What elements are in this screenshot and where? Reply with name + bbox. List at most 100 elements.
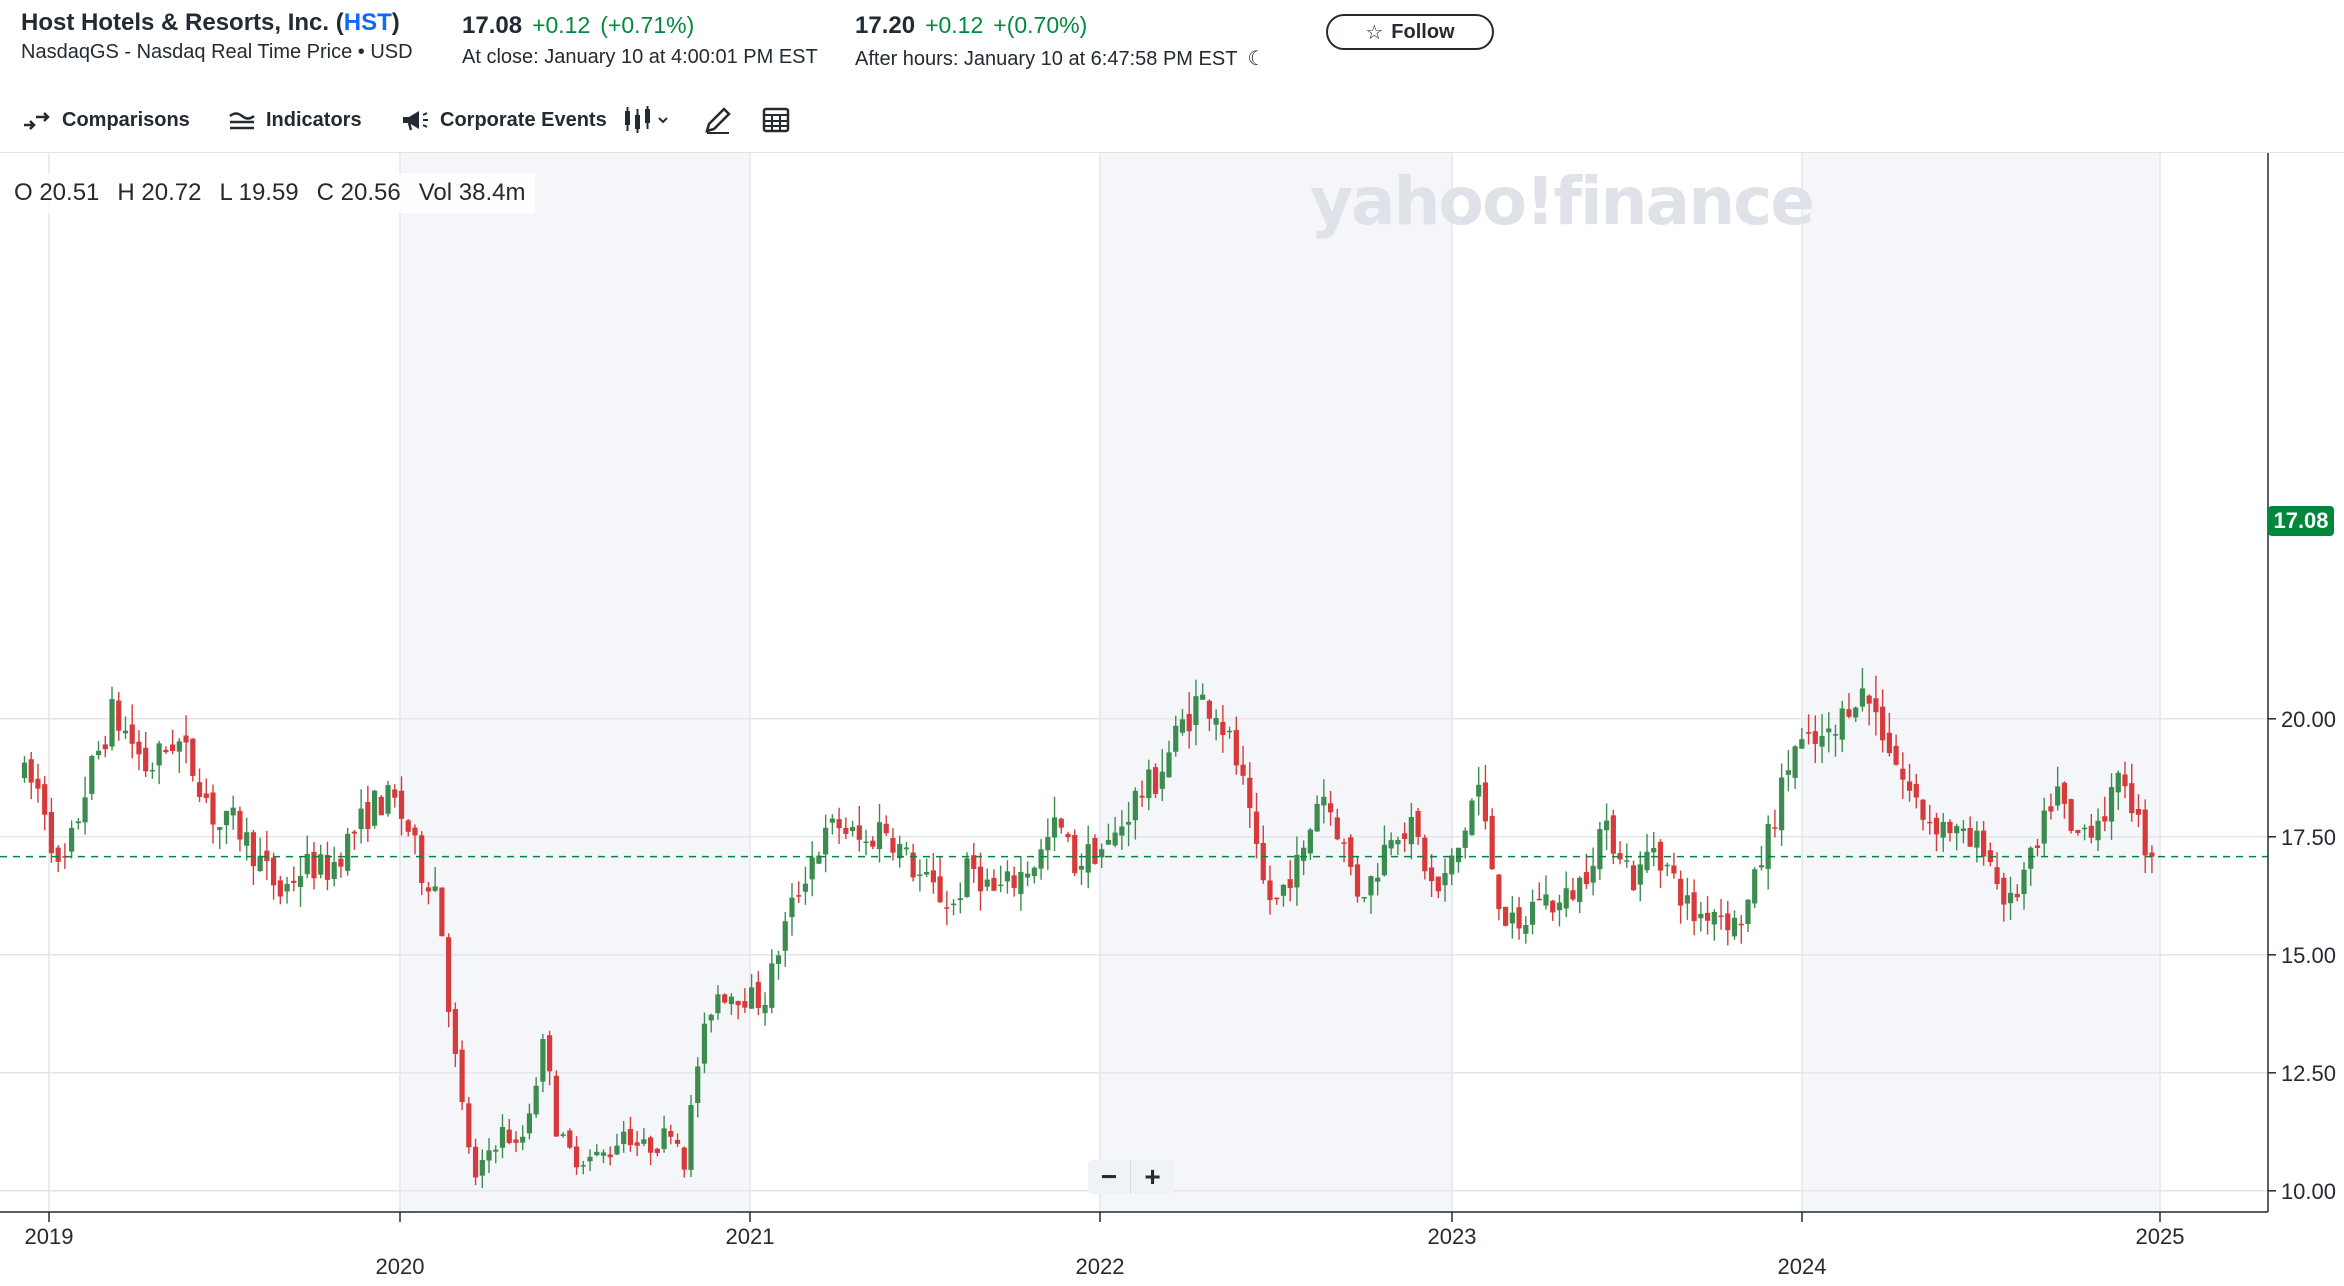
candle-body [1496,874,1502,910]
candle-body [1126,821,1132,825]
candle [553,1070,559,1137]
candle-body [1146,769,1152,799]
candle [1805,714,1812,745]
candle-body [762,1004,768,1014]
candle-body [1307,829,1313,854]
candle [1920,799,1926,831]
candle-body [1967,827,1973,847]
x-axis-labels: 2019 2020 2021 2022 2023 2024 2025 [25,1212,2184,1279]
candle [937,857,943,903]
candle-body [1395,839,1401,845]
candle-body [1489,815,1495,870]
candle [607,1146,613,1166]
candle-body [183,735,189,743]
candle [688,1094,694,1178]
candle-body [1826,728,1832,733]
chart-type-dropdown[interactable] [622,104,674,136]
candle [1570,877,1576,902]
ticker-symbol-link[interactable]: HST [343,9,392,36]
candle-body [1482,782,1489,822]
candle-body [755,981,761,1008]
candle-body [1105,840,1112,845]
candle-body [937,876,943,903]
candle [897,835,903,868]
candle [1933,812,1940,852]
candle [1779,763,1785,846]
candle [122,716,129,739]
candle [890,828,896,861]
chart-toolbar: Comparisons Indicators Corporate Events [0,96,2344,144]
candle [1253,792,1260,859]
candle [971,842,977,883]
candle-body [1058,818,1064,828]
candle-body [1213,717,1219,725]
candle [439,887,445,937]
candle-body [991,877,997,891]
after-hours-change: +0.12 [925,12,984,38]
zoom-in-button[interactable]: + [1144,1161,1161,1192]
candle [345,827,351,876]
candle-body [890,838,896,853]
candle [237,806,243,852]
candle [1509,896,1515,939]
table-view-button[interactable] [758,104,794,136]
candle-body [930,870,936,883]
candle [69,820,75,859]
candle-body [1200,694,1206,700]
candle [62,843,68,869]
candle-body [1610,815,1616,854]
candle-body [1906,781,1913,791]
candle [661,1115,667,1153]
price-chart[interactable]: 20.0017.5015.0012.5010.007.5020192020202… [0,153,2344,1286]
candle-body [1954,826,1960,834]
candle-body [102,744,108,750]
candle [1927,804,1933,835]
candle [903,841,910,856]
candle [371,789,378,829]
candle [1011,866,1017,897]
follow-button[interactable]: ☆ Follow [1326,14,1494,50]
candle-body [654,1148,660,1153]
candle [1166,740,1172,778]
corporate-events-button[interactable]: Corporate Events [400,104,607,136]
candle [1893,734,1899,766]
candle [1267,865,1273,915]
candle-body [1577,877,1583,903]
candle [1152,763,1159,799]
draw-button[interactable] [700,104,736,136]
candle [1213,709,1219,741]
candle [1314,795,1320,832]
comparisons-button[interactable]: Comparisons [22,104,190,136]
candle [1577,876,1583,914]
candle [210,784,216,844]
candle [1408,802,1414,860]
candle-body [324,855,331,880]
candle [567,1128,573,1150]
candle [1651,831,1657,867]
candle [358,789,364,844]
candle [1846,693,1852,719]
candle-body [897,843,903,859]
candle-body [1435,876,1441,892]
candle [991,869,997,892]
candle-body [1745,899,1751,925]
indicators-label: Indicators [266,108,362,131]
candle [587,1149,593,1172]
candle [1873,675,1879,736]
candle-body [1368,876,1374,896]
candle-body [2061,782,2068,804]
x-tick-label: 2024 [1778,1254,1827,1279]
candle [1624,843,1630,868]
candle [1913,774,1919,809]
candle [748,974,755,1009]
candle [419,831,425,896]
zoom-out-button[interactable]: − [1088,1160,1131,1194]
candle-body [829,818,835,823]
candle-body [634,1142,640,1146]
candle-body [1321,796,1327,806]
chart-canvas[interactable]: 20.0017.5015.0012.5010.007.5020192020202… [0,153,2344,1286]
candle-body [1994,867,2000,884]
indicators-button[interactable]: Indicators [228,104,362,136]
candle-body [2095,820,2101,841]
candle [1159,749,1165,802]
